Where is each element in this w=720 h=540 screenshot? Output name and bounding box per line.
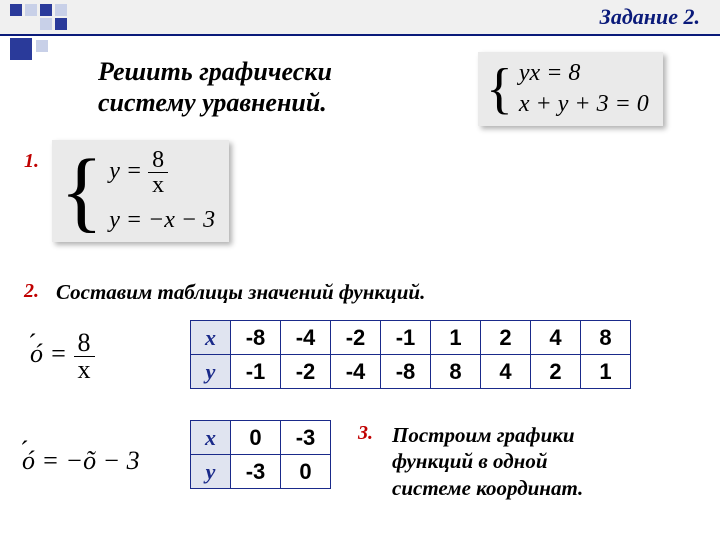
table-cell: -1 xyxy=(381,321,431,355)
decor-square xyxy=(25,4,37,16)
fraction-icon: 8 x xyxy=(148,148,168,197)
table-small: x 0 -3 y -3 0 xyxy=(190,420,331,489)
corner-decor-large xyxy=(10,38,32,60)
main-system-line1: yx = 8 xyxy=(519,60,649,87)
header-decor-row1 xyxy=(10,4,67,16)
table-cell: -3 xyxy=(281,421,331,455)
step2-number: 2. xyxy=(24,280,39,303)
brace-icon: { xyxy=(486,64,513,114)
decor-square xyxy=(55,4,67,16)
header-bar: Задание 2. xyxy=(0,0,720,36)
table-header-cell: x xyxy=(191,421,231,455)
table-cell: -2 xyxy=(331,321,381,355)
decor-square xyxy=(55,18,67,30)
step3-text: Построим графики функций в одной системе… xyxy=(392,422,583,501)
task-title: Решить графически систему уравнений. xyxy=(98,56,332,118)
table-row: y -3 0 xyxy=(191,455,331,489)
table-cell: -3 xyxy=(231,455,281,489)
corner-decor-small xyxy=(36,40,48,52)
table-cell: -4 xyxy=(331,355,381,389)
table-cell: 2 xyxy=(481,321,531,355)
task-title-line1: Решить графически xyxy=(98,57,332,86)
task-title-line2: систему уравнений. xyxy=(98,88,327,117)
table-cell: -8 xyxy=(381,355,431,389)
step3-line1: Построим графики xyxy=(392,423,575,447)
table-row: y -1 -2 -4 -8 8 4 2 1 xyxy=(191,355,631,389)
step3-number: 3. xyxy=(358,422,373,445)
table-cell: -2 xyxy=(281,355,331,389)
table-cell: 8 xyxy=(581,321,631,355)
main-system-box: { yx = 8 x + y + 3 = 0 xyxy=(478,52,663,126)
table-cell: 2 xyxy=(531,355,581,389)
table-cell: 1 xyxy=(581,355,631,389)
table-header-cell: x xyxy=(191,321,231,355)
step1-system-box: { y = 8 x y = −x − 3 xyxy=(52,140,229,242)
main-system-line2: x + y + 3 = 0 xyxy=(519,91,649,118)
step3-line3: системе координат. xyxy=(392,476,583,500)
table-cell: 0 xyxy=(231,421,281,455)
step3-line2: функций в одной xyxy=(392,449,548,473)
table-cell: 0 xyxy=(281,455,331,489)
step1-line1: y = 8 x xyxy=(109,148,215,197)
decor-square xyxy=(10,4,22,16)
table-cell: 8 xyxy=(431,355,481,389)
decor-square xyxy=(40,18,52,30)
step2-text: Составим таблицы значений функций. xyxy=(56,280,425,305)
table-cell: 4 xyxy=(531,321,581,355)
table-cell: -4 xyxy=(281,321,331,355)
step1-line2: y = −x − 3 xyxy=(109,207,215,234)
table-cell: -1 xyxy=(231,355,281,389)
table-large: x -8 -4 -2 -1 1 2 4 8 y -1 -2 -4 -8 8 4 … xyxy=(190,320,631,389)
decor-square xyxy=(40,4,52,16)
header-decor-row2 xyxy=(40,18,67,30)
equation-label-2: ó = −õ − 3 xyxy=(22,446,140,476)
brace-icon: { xyxy=(60,151,103,232)
equation-label-1: ó = 8 x xyxy=(30,330,95,383)
header-title: Задание 2. xyxy=(600,4,700,30)
table-cell: 1 xyxy=(431,321,481,355)
table-header-cell: y xyxy=(191,355,231,389)
step1-number: 1. xyxy=(24,150,39,173)
table-row: x 0 -3 xyxy=(191,421,331,455)
table-cell: 4 xyxy=(481,355,531,389)
table-header-cell: y xyxy=(191,455,231,489)
table-cell: -8 xyxy=(231,321,281,355)
fraction-icon: 8 x xyxy=(74,330,95,383)
table-row: x -8 -4 -2 -1 1 2 4 8 xyxy=(191,321,631,355)
